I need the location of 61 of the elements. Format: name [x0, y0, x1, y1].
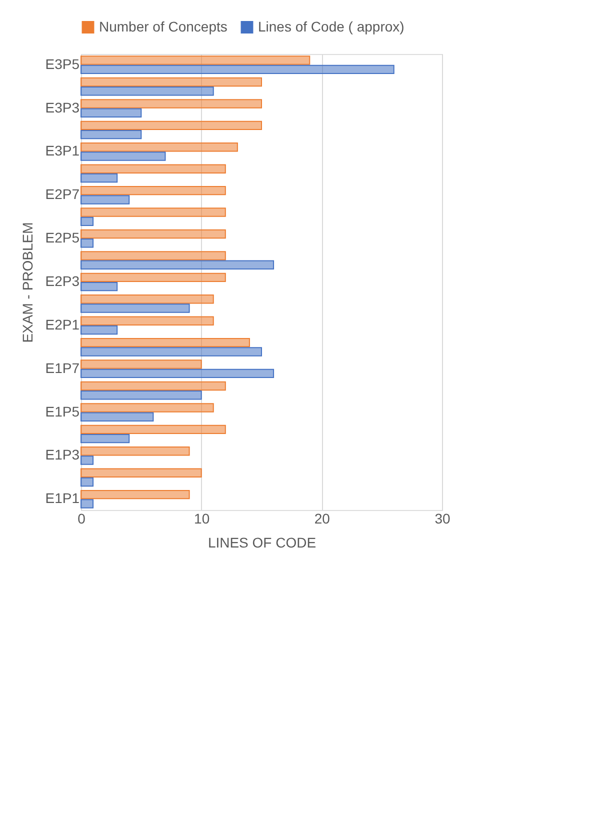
bar — [80, 499, 94, 508]
y-tick-label: E1P3 — [45, 446, 80, 463]
x-tick-label: 10 — [194, 510, 210, 526]
bar — [80, 360, 202, 369]
bar — [80, 294, 214, 304]
bar — [80, 216, 94, 226]
y-tick-label: E2P1 — [45, 316, 80, 332]
y-tick-label: E3P3 — [45, 99, 80, 116]
bar — [80, 325, 118, 335]
bar — [80, 456, 94, 465]
bar — [80, 260, 274, 270]
bar — [80, 304, 190, 313]
bar — [80, 99, 262, 108]
legend-label: Number of Concepts — [99, 18, 228, 34]
bar — [80, 468, 202, 478]
bar — [80, 238, 94, 248]
bar — [80, 86, 214, 96]
bar — [80, 152, 166, 161]
y-tick-label: E2P5 — [45, 230, 80, 246]
bar — [80, 195, 130, 204]
bar — [80, 434, 130, 444]
bar — [80, 208, 226, 217]
y-tick-label: E1P7 — [45, 360, 80, 376]
bar — [80, 142, 238, 152]
bar — [80, 390, 202, 400]
bar — [80, 229, 226, 239]
bar — [80, 477, 94, 487]
bar — [80, 368, 274, 378]
bar — [80, 347, 262, 356]
bar — [80, 164, 226, 174]
y-axis-title: EXAM - PROBLEM — [19, 222, 36, 343]
x-tick-label: 20 — [314, 510, 330, 526]
bar — [80, 130, 142, 140]
bar — [80, 64, 394, 74]
y-tick-label: E1P1 — [45, 490, 80, 506]
bar — [80, 251, 226, 260]
y-tick-label: E3P1 — [45, 142, 80, 159]
legend-label: Lines of Code ( approx) — [258, 18, 404, 34]
bar — [80, 412, 154, 422]
bar — [80, 403, 214, 412]
x-tick-label: 30 — [434, 510, 450, 526]
bar — [80, 173, 118, 183]
bar — [80, 77, 262, 87]
bar — [80, 120, 262, 130]
y-tick-label: E2P7 — [45, 186, 80, 202]
y-tick-label: E1P5 — [45, 403, 80, 420]
bar — [80, 490, 190, 500]
bar — [80, 282, 118, 292]
bar — [80, 186, 226, 196]
bar — [80, 381, 226, 391]
bar — [80, 316, 214, 326]
y-tick-label: E2P3 — [45, 273, 80, 289]
x-tick-label: 0 — [78, 510, 86, 526]
bar — [80, 56, 310, 65]
bar — [80, 338, 250, 348]
bar — [80, 446, 190, 456]
y-tick-label: E3P5 — [45, 56, 80, 72]
bar — [80, 108, 142, 118]
x-axis-title: LINES OF CODE — [208, 534, 316, 550]
bar — [80, 424, 226, 434]
bar — [80, 272, 226, 282]
